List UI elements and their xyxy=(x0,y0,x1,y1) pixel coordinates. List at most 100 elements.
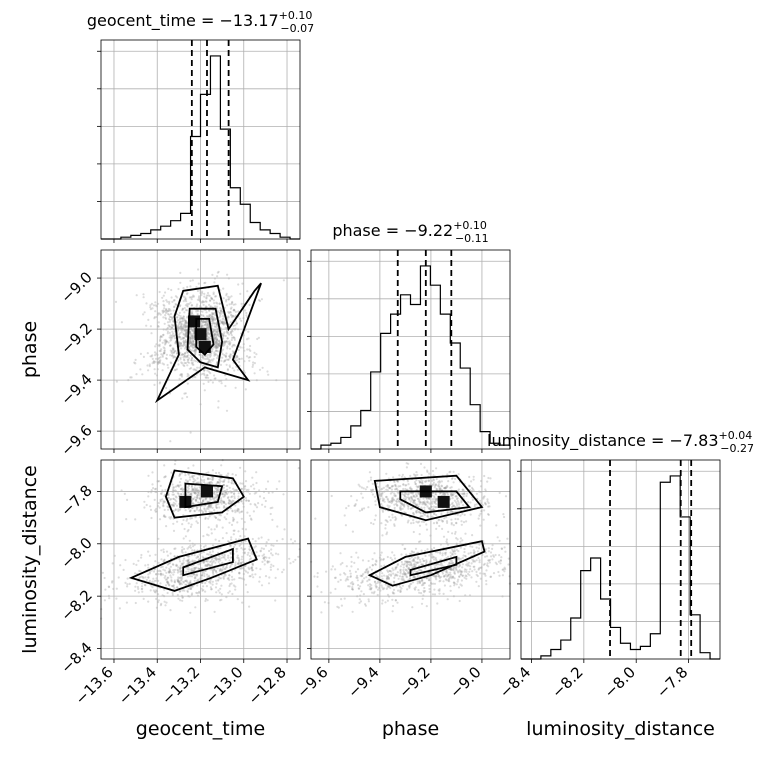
sample-point xyxy=(227,315,230,318)
sample-point xyxy=(222,334,225,337)
sample-point xyxy=(238,364,241,367)
sample-point xyxy=(201,321,204,324)
sample-point xyxy=(483,474,486,478)
sample-point xyxy=(189,587,192,590)
sample-point xyxy=(170,579,173,582)
sample-point xyxy=(183,355,186,358)
sample-point xyxy=(201,319,204,322)
sample-point xyxy=(407,483,410,486)
sample-point xyxy=(184,333,188,336)
sample-point xyxy=(209,564,212,567)
sample-point xyxy=(180,344,183,347)
sample-point xyxy=(186,355,189,358)
sample-point xyxy=(214,305,217,308)
sample-point xyxy=(450,521,453,525)
sample-point xyxy=(248,558,251,561)
sample-point xyxy=(172,334,175,338)
sample-point xyxy=(229,311,232,314)
sample-point xyxy=(203,282,206,285)
sample-point xyxy=(189,492,192,495)
sample-point xyxy=(216,346,219,349)
sample-point xyxy=(108,585,111,589)
sample-point xyxy=(442,535,446,538)
sample-point xyxy=(185,335,188,338)
sample-point xyxy=(210,296,213,299)
sample-point xyxy=(249,344,252,348)
sample-point xyxy=(236,598,239,601)
sample-point xyxy=(163,339,166,342)
sample-point xyxy=(195,500,198,503)
sample-point xyxy=(496,536,499,539)
sample-point xyxy=(416,582,419,585)
sample-point xyxy=(221,334,224,337)
sample-point xyxy=(182,315,185,318)
sample-point xyxy=(236,554,239,557)
sample-point xyxy=(238,572,241,575)
sample-point xyxy=(365,576,368,579)
sample-point xyxy=(401,503,404,506)
sample-point xyxy=(211,312,214,315)
sample-point xyxy=(215,331,218,334)
sample-point xyxy=(469,568,472,571)
sample-point xyxy=(174,498,177,501)
sample-point xyxy=(350,495,353,498)
sample-point xyxy=(215,363,218,366)
sample-point xyxy=(349,572,352,575)
sample-point xyxy=(180,338,183,341)
sample-point xyxy=(278,480,281,483)
sample-point xyxy=(205,315,209,318)
sample-point xyxy=(179,356,182,359)
sample-point xyxy=(360,492,363,495)
sample-point xyxy=(158,360,161,363)
sample-point xyxy=(177,566,180,569)
sample-point xyxy=(495,524,498,527)
sample-point xyxy=(370,584,373,587)
sample-point xyxy=(159,484,162,487)
sample-point xyxy=(468,570,471,573)
sample-point xyxy=(235,489,238,492)
sample-point xyxy=(161,362,164,365)
sample-point xyxy=(118,607,121,610)
sample-point xyxy=(373,518,376,521)
sample-point xyxy=(162,568,165,571)
sample-point xyxy=(164,475,167,478)
sample-point xyxy=(334,587,337,591)
sample-point xyxy=(207,294,210,297)
sample-point xyxy=(219,315,222,318)
sample-point xyxy=(216,350,219,353)
sample-point xyxy=(399,507,402,510)
sample-point xyxy=(198,295,201,298)
sample-point xyxy=(260,584,264,587)
sample-point xyxy=(401,584,404,587)
sample-point xyxy=(182,339,185,342)
sample-point xyxy=(173,463,177,466)
sample-point xyxy=(189,354,192,357)
sample-point xyxy=(261,554,264,557)
sample-point xyxy=(206,320,209,323)
sample-point xyxy=(231,578,234,581)
sample-point xyxy=(504,495,508,498)
sample-point xyxy=(203,369,206,372)
sample-point xyxy=(206,374,209,377)
sample-point xyxy=(140,585,144,588)
sample-point xyxy=(230,491,233,494)
sample-point xyxy=(359,600,363,603)
sample-point xyxy=(370,521,373,525)
sample-point xyxy=(185,324,188,327)
sample-point xyxy=(225,331,228,334)
sample-point xyxy=(392,588,396,592)
sample-point xyxy=(180,329,183,332)
sample-point xyxy=(454,477,457,480)
sample-point xyxy=(272,564,275,568)
sample-point xyxy=(449,551,452,554)
sample-point xyxy=(168,344,172,347)
sample-point xyxy=(423,466,426,469)
sample-point xyxy=(426,548,429,551)
sample-point xyxy=(203,374,206,377)
sample-point xyxy=(176,316,179,319)
sample-point xyxy=(210,532,213,535)
sample-point xyxy=(218,557,221,560)
sample-point xyxy=(158,382,161,385)
sample-point xyxy=(197,481,200,484)
sample-point xyxy=(150,332,153,335)
